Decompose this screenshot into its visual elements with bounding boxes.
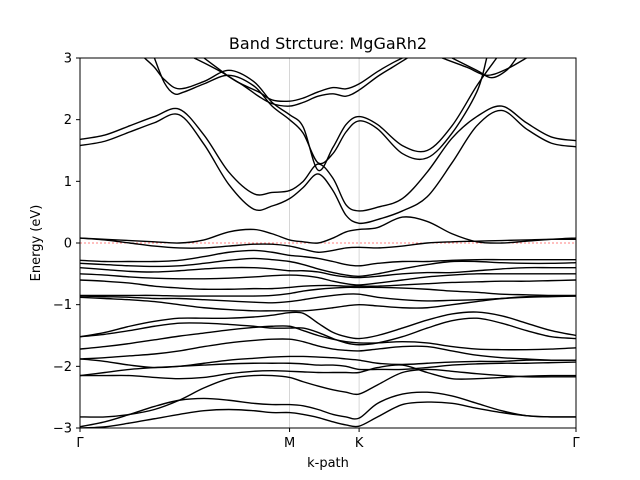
band-21 xyxy=(80,109,576,225)
band-lines xyxy=(80,58,576,428)
y-tick-label: −2 xyxy=(53,360,72,375)
x-tick-label: Γ xyxy=(76,436,84,451)
chart-title: Band Strcture: MgGaRh2 xyxy=(229,34,427,53)
band-19 xyxy=(80,237,576,253)
band-7 xyxy=(80,338,576,361)
band-3 xyxy=(80,368,576,418)
band-1 xyxy=(80,401,576,428)
y-tick-label: 0 xyxy=(64,237,72,252)
x-tick-label: K xyxy=(355,436,364,451)
band-22 xyxy=(80,105,576,212)
band-10 xyxy=(80,311,576,340)
band-14 xyxy=(80,279,576,291)
band-20 xyxy=(80,216,576,244)
band-13 xyxy=(80,286,576,297)
band-4 xyxy=(80,364,576,380)
band-24 xyxy=(144,58,498,172)
band-23 xyxy=(153,58,488,165)
band-26 xyxy=(193,58,403,103)
band-16 xyxy=(80,266,576,279)
y-tick-label: 1 xyxy=(64,175,72,190)
x-tick-label: Γ xyxy=(572,436,580,451)
y-axis-label: Energy (eV) xyxy=(29,205,44,282)
band-5 xyxy=(80,361,576,377)
band-18 xyxy=(80,249,576,267)
band-28 xyxy=(441,58,527,76)
band-25 xyxy=(203,58,408,107)
x-tick-label: M xyxy=(284,436,295,451)
band-12 xyxy=(80,293,576,304)
y-axis-ticks: −3 −2 −1 0 1 2 3 xyxy=(53,52,80,437)
y-tick-label: −3 xyxy=(53,422,72,437)
band-11 xyxy=(80,295,576,312)
y-tick-label: 3 xyxy=(64,52,72,67)
band-15 xyxy=(80,273,576,286)
band-17 xyxy=(80,257,576,278)
band-6 xyxy=(80,355,576,369)
band-9 xyxy=(80,317,576,346)
x-axis-label: k-path xyxy=(307,456,349,471)
band-8 xyxy=(80,325,576,351)
y-tick-label: 2 xyxy=(64,113,72,128)
y-tick-label: −1 xyxy=(53,298,72,313)
